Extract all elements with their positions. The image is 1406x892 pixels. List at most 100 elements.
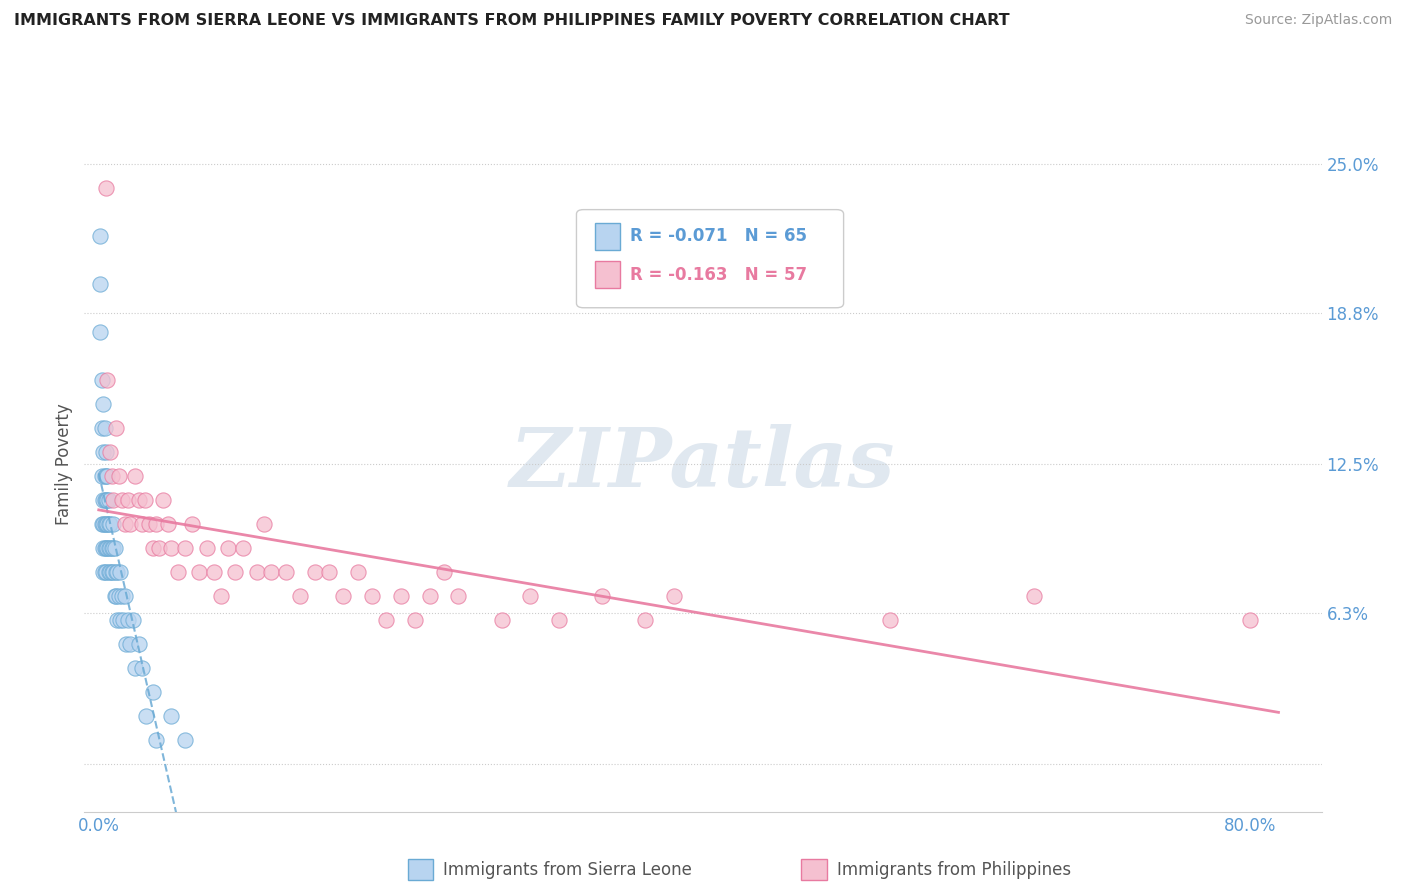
Point — [89, 277, 111, 291]
Point — [318, 565, 340, 579]
Point — [96, 373, 118, 387]
Point — [90, 373, 112, 387]
Point — [1022, 589, 1045, 603]
Point — [93, 565, 115, 579]
Point — [98, 541, 121, 555]
Point — [491, 613, 513, 627]
Point — [93, 421, 115, 435]
Y-axis label: Family Poverty: Family Poverty — [55, 403, 73, 524]
Point — [94, 565, 117, 579]
Point — [361, 589, 384, 603]
Text: Source: ZipAtlas.com: Source: ZipAtlas.com — [1244, 13, 1392, 28]
Point — [217, 541, 239, 555]
Point — [98, 516, 121, 531]
Point — [389, 589, 412, 603]
Point — [96, 468, 118, 483]
Point — [879, 613, 901, 627]
Point — [105, 421, 128, 435]
Point — [91, 541, 114, 555]
Point — [108, 468, 131, 483]
Point — [93, 492, 115, 507]
Point — [135, 708, 157, 723]
Point — [100, 541, 122, 555]
Point — [89, 228, 111, 243]
Point — [100, 468, 122, 483]
Point — [519, 589, 541, 603]
Point — [159, 708, 181, 723]
Point — [94, 492, 117, 507]
Point — [91, 565, 114, 579]
Point — [101, 492, 124, 507]
Point — [110, 613, 132, 627]
Point — [152, 492, 174, 507]
Point — [96, 492, 118, 507]
Point — [148, 541, 170, 555]
Point — [98, 565, 121, 579]
Point — [664, 589, 686, 603]
Point — [120, 637, 142, 651]
Point — [101, 541, 124, 555]
Point — [97, 492, 120, 507]
Point — [346, 565, 368, 579]
Point — [156, 516, 179, 531]
Point — [117, 492, 139, 507]
Point — [90, 516, 112, 531]
Point — [101, 565, 124, 579]
Point — [98, 445, 121, 459]
Point — [114, 516, 136, 531]
Point — [93, 468, 115, 483]
Point — [91, 397, 114, 411]
Point — [159, 541, 181, 555]
Point — [433, 565, 456, 579]
Point — [101, 516, 124, 531]
Point — [634, 613, 657, 627]
Text: R = -0.071   N = 65: R = -0.071 N = 65 — [630, 227, 807, 245]
Point — [122, 613, 145, 627]
Point — [138, 516, 160, 531]
Point — [131, 516, 153, 531]
Text: ZIPatlas: ZIPatlas — [510, 424, 896, 504]
Point — [91, 492, 114, 507]
Point — [94, 541, 117, 555]
Point — [124, 661, 146, 675]
Point — [90, 421, 112, 435]
Point — [1239, 613, 1261, 627]
Point — [224, 565, 246, 579]
Point — [90, 468, 112, 483]
Point — [100, 565, 122, 579]
Point — [91, 445, 114, 459]
Point — [97, 516, 120, 531]
Point — [111, 492, 134, 507]
Point — [145, 516, 167, 531]
Point — [195, 541, 218, 555]
Point — [134, 492, 156, 507]
Text: Immigrants from Philippines: Immigrants from Philippines — [837, 861, 1071, 879]
Point — [96, 516, 118, 531]
Text: Immigrants from Sierra Leone: Immigrants from Sierra Leone — [443, 861, 692, 879]
Point — [202, 565, 225, 579]
Point — [246, 565, 269, 579]
Point — [115, 637, 138, 651]
Point — [93, 541, 115, 555]
Point — [89, 325, 111, 339]
Point — [253, 516, 276, 531]
Point — [97, 541, 120, 555]
Point — [103, 589, 125, 603]
Point — [332, 589, 354, 603]
Point — [94, 468, 117, 483]
Point — [288, 589, 311, 603]
Point — [97, 565, 120, 579]
Point — [117, 613, 139, 627]
Point — [548, 613, 571, 627]
Point — [124, 468, 146, 483]
Point — [375, 613, 398, 627]
Point — [142, 541, 165, 555]
Text: IMMIGRANTS FROM SIERRA LEONE VS IMMIGRANTS FROM PHILIPPINES FAMILY POVERTY CORRE: IMMIGRANTS FROM SIERRA LEONE VS IMMIGRAN… — [14, 13, 1010, 29]
Point — [131, 661, 153, 675]
Point — [232, 541, 254, 555]
Point — [105, 589, 128, 603]
Point — [107, 565, 129, 579]
Point — [304, 565, 326, 579]
Point — [419, 589, 441, 603]
Point — [274, 565, 297, 579]
